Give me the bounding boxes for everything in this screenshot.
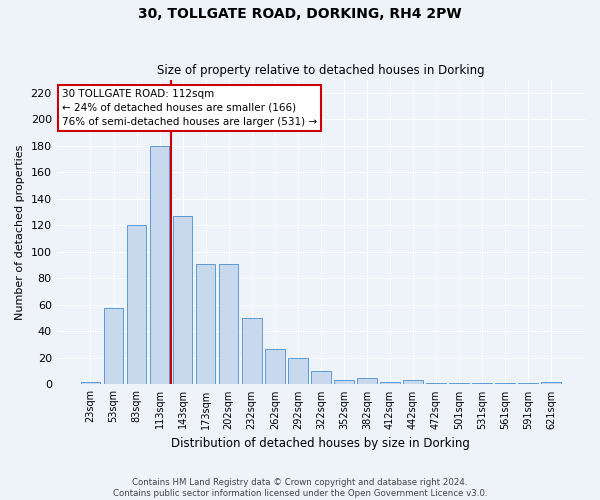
- Bar: [311, 371, 331, 384]
- Y-axis label: Number of detached properties: Number of detached properties: [15, 144, 25, 320]
- Bar: [219, 264, 238, 384]
- Bar: [449, 383, 469, 384]
- Text: 30 TOLLGATE ROAD: 112sqm
← 24% of detached houses are smaller (166)
76% of semi-: 30 TOLLGATE ROAD: 112sqm ← 24% of detach…: [62, 88, 317, 126]
- Text: Contains HM Land Registry data © Crown copyright and database right 2024.
Contai: Contains HM Land Registry data © Crown c…: [113, 478, 487, 498]
- Bar: [357, 378, 377, 384]
- Bar: [150, 146, 169, 384]
- Bar: [196, 264, 215, 384]
- Bar: [380, 382, 400, 384]
- X-axis label: Distribution of detached houses by size in Dorking: Distribution of detached houses by size …: [172, 437, 470, 450]
- Bar: [403, 380, 423, 384]
- Bar: [104, 308, 123, 384]
- Bar: [80, 382, 100, 384]
- Bar: [127, 226, 146, 384]
- Bar: [334, 380, 353, 384]
- Bar: [426, 383, 446, 384]
- Bar: [541, 382, 561, 384]
- Text: 30, TOLLGATE ROAD, DORKING, RH4 2PW: 30, TOLLGATE ROAD, DORKING, RH4 2PW: [138, 8, 462, 22]
- Bar: [472, 383, 492, 384]
- Bar: [496, 383, 515, 384]
- Bar: [265, 348, 284, 384]
- Bar: [173, 216, 193, 384]
- Bar: [288, 358, 308, 384]
- Title: Size of property relative to detached houses in Dorking: Size of property relative to detached ho…: [157, 64, 485, 77]
- Bar: [518, 383, 538, 384]
- Bar: [242, 318, 262, 384]
